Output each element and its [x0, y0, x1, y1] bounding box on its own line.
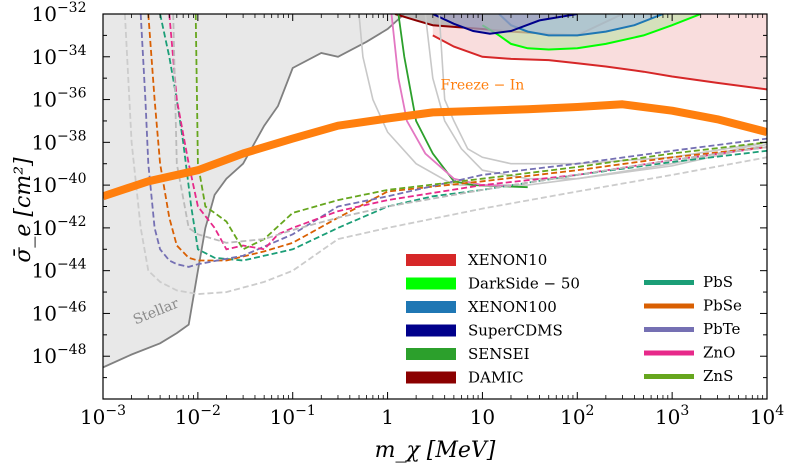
legend-label: PbTe	[703, 320, 741, 338]
legend-swatch	[406, 301, 456, 313]
legend-label: ZnO	[703, 344, 735, 362]
legend-swatch	[406, 371, 456, 384]
y-tick-label: 10−32	[32, 0, 87, 26]
legend-label: SuperCDMS	[468, 322, 563, 340]
legend-swatch	[406, 254, 456, 266]
legend-swatch	[644, 280, 694, 285]
legend-label: PbS	[703, 273, 733, 291]
x-tick-label: 10−2	[175, 403, 221, 429]
y-tick-label: 10−48	[32, 342, 87, 368]
legend-swatch	[406, 277, 456, 290]
gray-reference-line-3	[438, 14, 767, 165]
region-darkside-50-edge	[481, 14, 702, 51]
projection-line-pbs	[159, 14, 767, 262]
x-tick-label: 10	[470, 405, 495, 429]
legend-swatch	[644, 303, 694, 309]
region-stellar-edge	[103, 14, 405, 369]
projection-line-zno	[168, 14, 767, 251]
legend-label: ZnS	[703, 367, 733, 385]
projection-line-pbse	[147, 14, 767, 262]
gray-reference-line-2	[424, 14, 767, 180]
legend-label: DAMIC	[468, 369, 524, 387]
region-supercdms-edge	[432, 14, 578, 35]
axis-tick-labels: 10−3 10−2 10−1 1 10 102 103 104 10−48 10−46 10−44 1…	[32, 0, 785, 429]
y-tick-label: 10−42	[32, 214, 87, 240]
x-tick-label: 104	[750, 403, 784, 429]
projection-line-pbte	[139, 14, 767, 268]
y-tick-label: 10−46	[32, 299, 87, 325]
x-tick-label: 10−3	[80, 403, 126, 429]
x-tick-label: 103	[655, 403, 689, 429]
legend-swatch	[644, 374, 694, 379]
legend-swatch	[644, 327, 694, 332]
projection-line-gray-dashed-1	[172, 14, 767, 244]
legend-label: DarkSide − 50	[468, 275, 580, 293]
region-stellar-fill	[103, 14, 405, 368]
x-axis-label: m_χ [MeV]	[375, 438, 496, 463]
y-tick-label: 10−36	[32, 86, 87, 112]
y-axis-label: σ̄_e [cm²]	[11, 157, 36, 263]
legend-label: PbSe	[703, 297, 742, 315]
legend: XENON10 DarkSide − 50 XENON100 SuperCDMS SEN…	[406, 251, 742, 387]
legend-swatch	[406, 348, 456, 360]
freeze-in-band	[103, 100, 767, 201]
y-tick-label: 10−40	[32, 171, 87, 197]
region-xenon10-edge	[432, 34, 767, 91]
projection-line-gray-dashed-2	[124, 14, 767, 296]
legend-swatch	[406, 324, 456, 337]
legend-label: SENSEI	[468, 345, 530, 363]
legend-label: XENON100	[468, 298, 557, 316]
legend-swatch	[644, 350, 694, 356]
x-tick-label: 1	[381, 405, 394, 429]
y-tick-label: 10−38	[32, 128, 87, 154]
freeze-in-label: Freeze − In	[440, 77, 524, 93]
y-tick-label: 10−44	[32, 257, 87, 283]
axis-ticks	[102, 13, 768, 400]
legend-label: XENON10	[468, 251, 547, 269]
x-tick-label: 102	[560, 403, 594, 429]
x-tick-label: 10−1	[270, 403, 316, 429]
y-tick-label: 10−34	[32, 43, 87, 69]
